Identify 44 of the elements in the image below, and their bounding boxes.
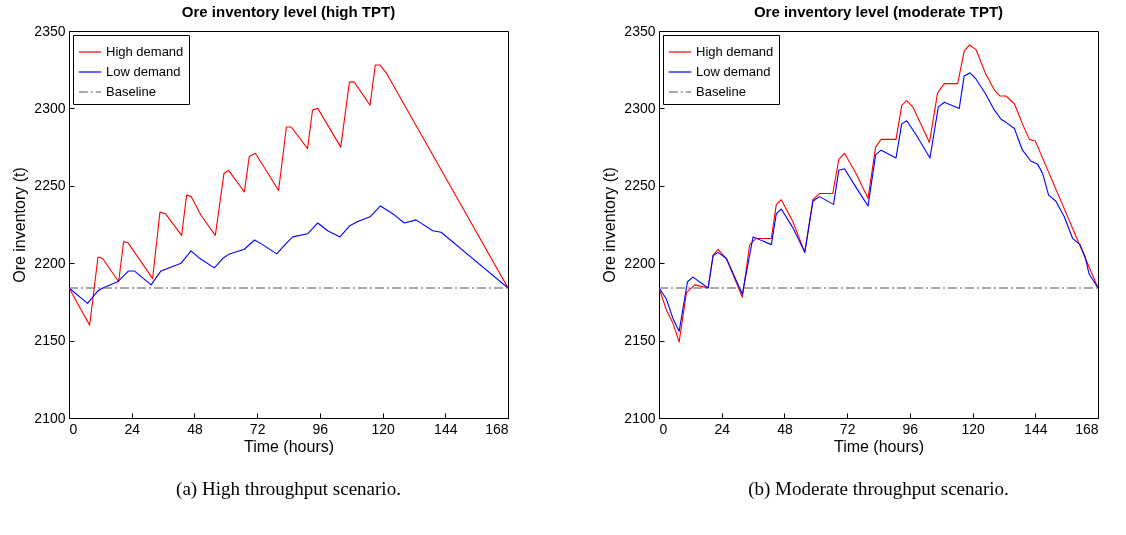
legend-label: Baseline bbox=[696, 84, 746, 99]
x-tick-label: 96 bbox=[902, 420, 919, 437]
x-tick-label: 96 bbox=[312, 420, 329, 437]
x-tick-label: 168 bbox=[485, 420, 509, 437]
legend-label: Low demand bbox=[696, 64, 771, 79]
x-tick-label: 144 bbox=[1024, 420, 1048, 437]
y-tick-label: 2150 bbox=[624, 332, 656, 349]
y-tick-label: 2300 bbox=[624, 99, 656, 116]
text: (b) Moderate throughput scenario. bbox=[748, 478, 1009, 500]
x-tick-label: 24 bbox=[124, 420, 141, 437]
x-tick-label: 48 bbox=[187, 420, 203, 437]
y-tick-label: 2200 bbox=[624, 254, 656, 271]
y-tick-label: 2250 bbox=[34, 177, 66, 194]
y-tick-label: 2150 bbox=[34, 332, 66, 349]
x-tick-label: 48 bbox=[777, 420, 793, 437]
line-series bbox=[69, 205, 508, 304]
y-axis-title: Ore inventory (t) bbox=[11, 167, 29, 283]
y-tick-label: 2100 bbox=[34, 409, 66, 426]
chart-title: Ore inventory level (moderate TPT) bbox=[753, 3, 1004, 20]
legend-label: Baseline bbox=[106, 84, 156, 99]
legend-label: High demand bbox=[696, 44, 774, 59]
text: (a) High throughput scenario. bbox=[176, 478, 401, 500]
x-tick-label: 168 bbox=[1075, 420, 1099, 437]
legend-label: High demand bbox=[106, 44, 184, 59]
x-tick-label: 0 bbox=[659, 420, 668, 437]
y-tick-label: 2200 bbox=[34, 254, 66, 271]
y-tick-label: 2250 bbox=[624, 177, 656, 194]
line-series bbox=[69, 64, 508, 326]
x-axis-title: Time (hours) bbox=[833, 437, 925, 455]
x-tick-label: 72 bbox=[249, 420, 266, 437]
x-tick-label: 120 bbox=[371, 420, 395, 437]
y-tick-label: 2350 bbox=[34, 22, 66, 39]
x-axis-title: Time (hours) bbox=[243, 437, 335, 455]
x-tick-label: 72 bbox=[839, 420, 856, 437]
legend-label: Low demand bbox=[106, 64, 181, 79]
y-tick-label: 2350 bbox=[624, 22, 656, 39]
y-tick-label: 2100 bbox=[624, 409, 656, 426]
y-tick-label: 2300 bbox=[34, 99, 66, 116]
chart-title: Ore inventory level (high TPT) bbox=[181, 3, 396, 20]
x-tick-label: 24 bbox=[714, 420, 731, 437]
x-tick-label: 0 bbox=[69, 420, 78, 437]
x-tick-label: 120 bbox=[961, 420, 985, 437]
x-tick-label: 144 bbox=[434, 420, 458, 437]
y-axis-title: Ore inventory (t) bbox=[601, 167, 619, 283]
